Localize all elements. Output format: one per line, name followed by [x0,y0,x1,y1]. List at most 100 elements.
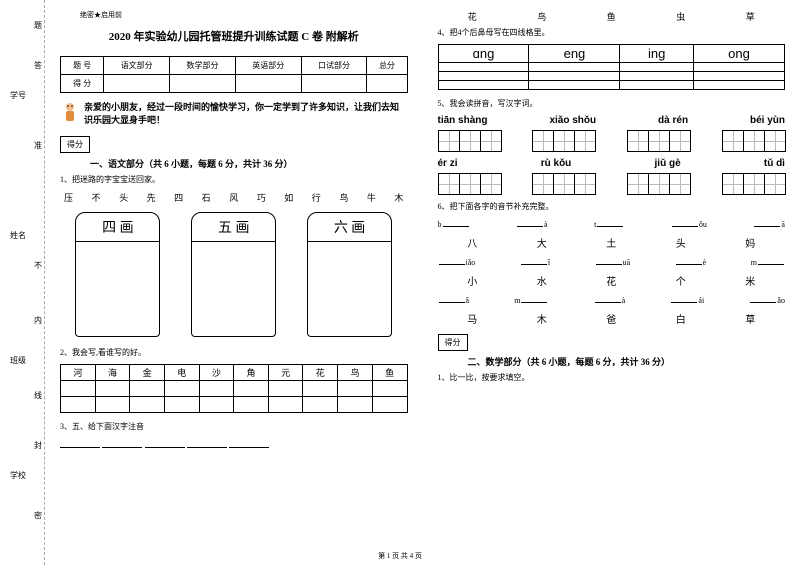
fill-post: è [703,258,707,267]
write-cell[interactable] [372,397,407,413]
blank[interactable] [521,256,547,265]
question-4: 4、把4个后鼻母写在四线格里。 [438,27,786,38]
tianzige[interactable] [574,173,596,195]
blank[interactable] [60,438,100,448]
seal-char: 内 [34,315,42,326]
blank[interactable] [596,256,622,265]
tianzige[interactable] [669,173,691,195]
fill-post: ā [781,220,785,229]
score-cell[interactable] [367,75,407,93]
score-box-2: 得分 [438,334,468,351]
tianzige[interactable] [532,173,554,195]
blank[interactable] [443,218,469,227]
q3-blanks [60,438,408,450]
char: 风 [229,191,238,204]
char: 如 [284,191,293,204]
tianzige[interactable] [722,130,744,152]
tianzige[interactable] [480,130,502,152]
write-cell[interactable] [372,381,407,397]
score-cell[interactable] [301,75,367,93]
blank[interactable] [517,218,543,227]
score-header: 口试部分 [301,57,367,75]
blank[interactable] [229,438,269,448]
tianzige[interactable] [627,173,649,195]
blank[interactable] [145,438,185,448]
tianzige[interactable] [553,130,575,152]
score-cell[interactable] [104,75,170,93]
tianzige[interactable] [722,173,744,195]
line-cell[interactable] [438,63,529,72]
tianzige[interactable] [438,130,460,152]
blank[interactable] [102,438,142,448]
tianzige[interactable] [459,130,481,152]
blank[interactable] [439,256,465,265]
blank[interactable] [671,294,697,303]
write-cell[interactable] [338,397,373,413]
line-cell[interactable] [438,72,529,81]
blank[interactable] [439,294,465,303]
line-cell[interactable] [529,63,620,72]
write-cell[interactable] [268,397,303,413]
write-cell[interactable] [234,397,269,413]
page-footer: 第 1 页 共 4 页 [0,551,800,561]
line-cell[interactable] [529,81,620,90]
line-cell[interactable] [620,63,694,72]
write-cell[interactable] [61,397,96,413]
write-cell[interactable] [338,381,373,397]
line-cell[interactable] [620,72,694,81]
score-cell[interactable] [235,75,301,93]
blank[interactable] [754,218,780,227]
tianzige[interactable] [574,130,596,152]
blank[interactable] [672,218,698,227]
blank[interactable] [597,218,623,227]
stroke-4-body[interactable] [75,242,160,337]
tianzige[interactable] [743,173,765,195]
line-cell[interactable] [694,63,785,72]
blank[interactable] [521,294,547,303]
label-school: 学校 [10,470,26,481]
line-cell[interactable] [694,72,785,81]
blank[interactable] [758,256,784,265]
score-cell[interactable] [170,75,236,93]
write-cell[interactable] [268,381,303,397]
pinyin-row-2: ér zi rù kǒu jiǔ gè tǔ dì [438,158,786,169]
tianzige[interactable] [648,130,670,152]
question-1: 1、把迷路的字宝宝送回家。 [60,174,408,185]
write-cell[interactable] [61,381,96,397]
blank[interactable] [676,256,702,265]
line-cell[interactable] [438,81,529,90]
line-cell[interactable] [694,81,785,90]
tianzige[interactable] [438,173,460,195]
write-cell[interactable] [303,397,338,413]
blank[interactable] [750,294,776,303]
char: 不 [92,191,101,204]
write-cell[interactable] [199,397,234,413]
write-cell[interactable] [164,381,199,397]
tianzige[interactable] [764,130,786,152]
tianzige[interactable] [532,130,554,152]
write-cell[interactable] [95,381,130,397]
stroke-6-body[interactable] [307,242,392,337]
tianzige[interactable] [480,173,502,195]
tianzige[interactable] [627,130,649,152]
line-cell[interactable] [529,72,620,81]
write-cell[interactable] [130,397,165,413]
write-cell[interactable] [234,381,269,397]
write-cell[interactable] [199,381,234,397]
tianzige[interactable] [669,130,691,152]
blank[interactable] [595,294,621,303]
tianzige[interactable] [648,173,670,195]
write-cell[interactable] [130,381,165,397]
tianzige[interactable] [553,173,575,195]
seal-char: 密 [34,510,42,521]
tianzige[interactable] [459,173,481,195]
blank[interactable] [187,438,227,448]
write-cell[interactable] [95,397,130,413]
tianzige[interactable] [764,173,786,195]
write-cell[interactable] [303,381,338,397]
stroke-5-body[interactable] [191,242,276,337]
line-cell[interactable] [620,81,694,90]
tianzige[interactable] [743,130,765,152]
write-cell[interactable] [164,397,199,413]
char: 头 [676,235,686,250]
